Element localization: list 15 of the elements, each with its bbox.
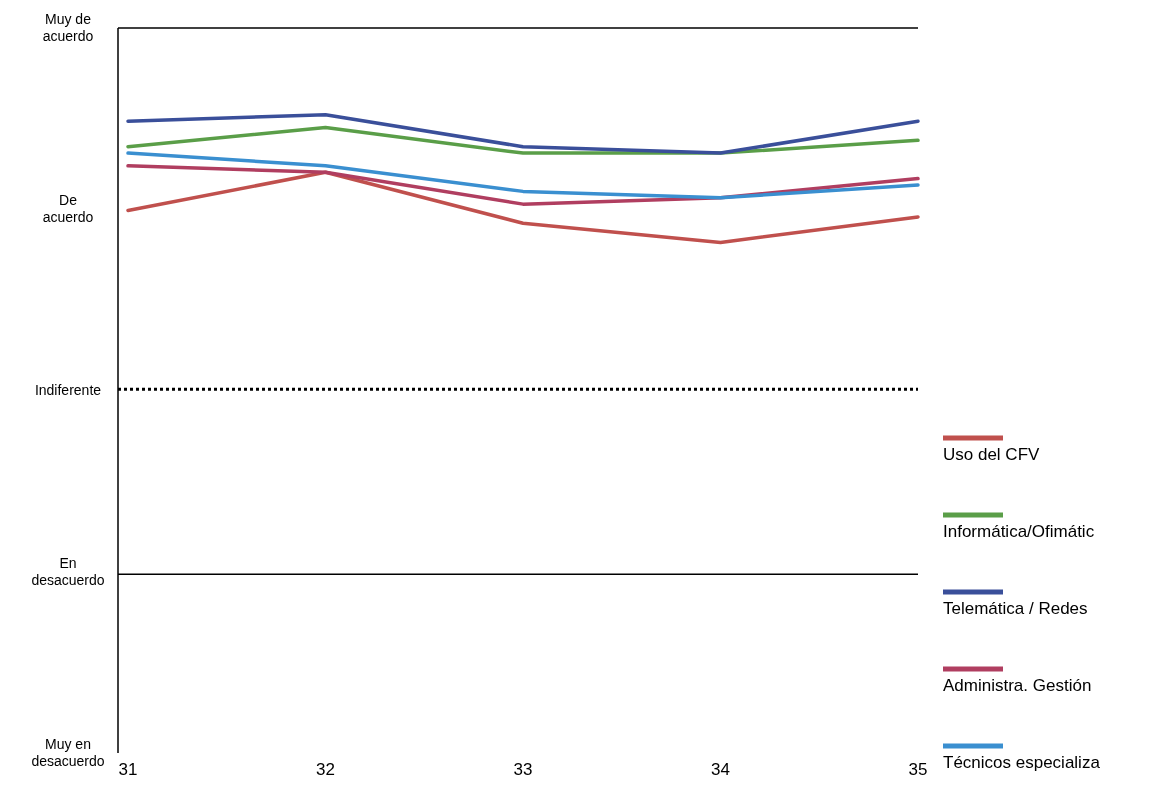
text: En desacuerdo [31, 554, 105, 588]
x-tick-label: 35 [908, 760, 928, 779]
text: De acuerdo [42, 191, 94, 225]
legend-label: Informática/Ofimátic [943, 522, 1095, 541]
x-tick-label: 33 [513, 760, 533, 779]
x-tick-label: 32 [316, 760, 335, 779]
text: Muy de acuerdo [42, 10, 94, 44]
legend-label: Técnicos especializa [943, 753, 1101, 772]
text: Indiferente [34, 381, 102, 398]
legend-label: Telemática / Redes [943, 599, 1088, 618]
x-tick-label: 34 [711, 760, 730, 779]
x-tick-label: 31 [118, 760, 138, 779]
text: Muy en desacuerdo [31, 735, 105, 769]
legend-label: Uso del CFV [943, 445, 1041, 464]
legend-label: Administra. Gestión [943, 676, 1092, 695]
